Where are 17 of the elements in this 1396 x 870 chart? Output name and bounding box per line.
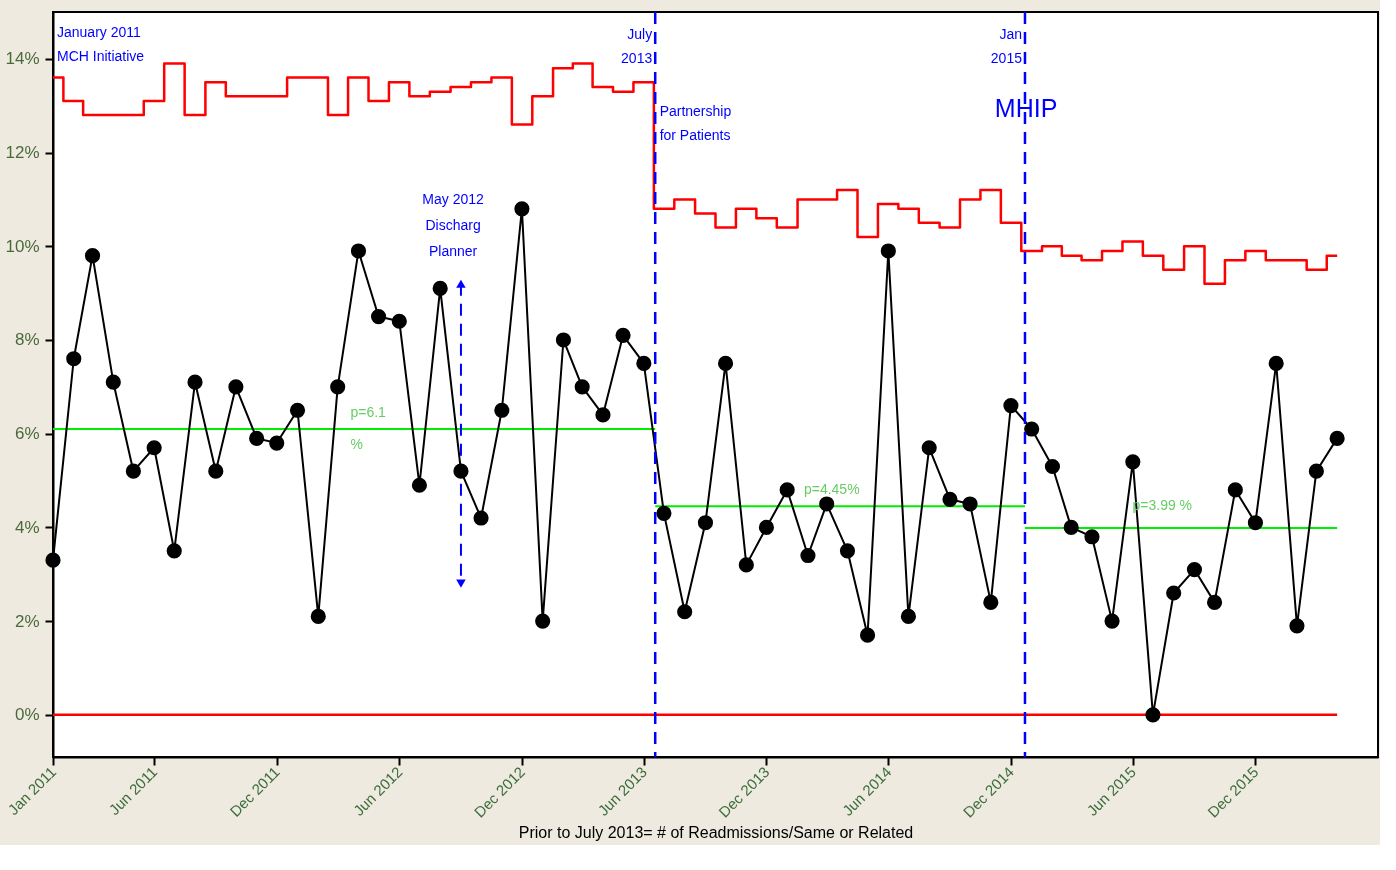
y-tick-label: 0%	[14, 705, 40, 725]
annotation: May 2012 Discharg Planner	[422, 190, 485, 259]
y-tick-label: 14%	[5, 49, 40, 69]
annotation: p=4.45%	[803, 481, 860, 498]
y-tick-label: 12%	[5, 143, 40, 163]
annotation: Partnership for Patients	[659, 102, 732, 143]
y-tick-label: 6%	[14, 424, 40, 444]
y-tick-label: 8%	[14, 330, 40, 350]
y-tick-label: 4%	[14, 517, 40, 537]
ref-line-label: Jan 2015	[990, 26, 1023, 66]
y-tick-label: 10%	[5, 236, 40, 256]
ref-line-label: July 2013	[621, 26, 653, 66]
annotation: January 2011 MCH Initiative	[56, 23, 145, 64]
annotation: MHIP	[994, 93, 1058, 122]
annotation: p=6.1 %	[350, 404, 387, 453]
y-tick-label: 2%	[14, 611, 40, 631]
x-axis-title: Prior to July 2013= # of Readmissions/Same or Related	[518, 823, 914, 841]
